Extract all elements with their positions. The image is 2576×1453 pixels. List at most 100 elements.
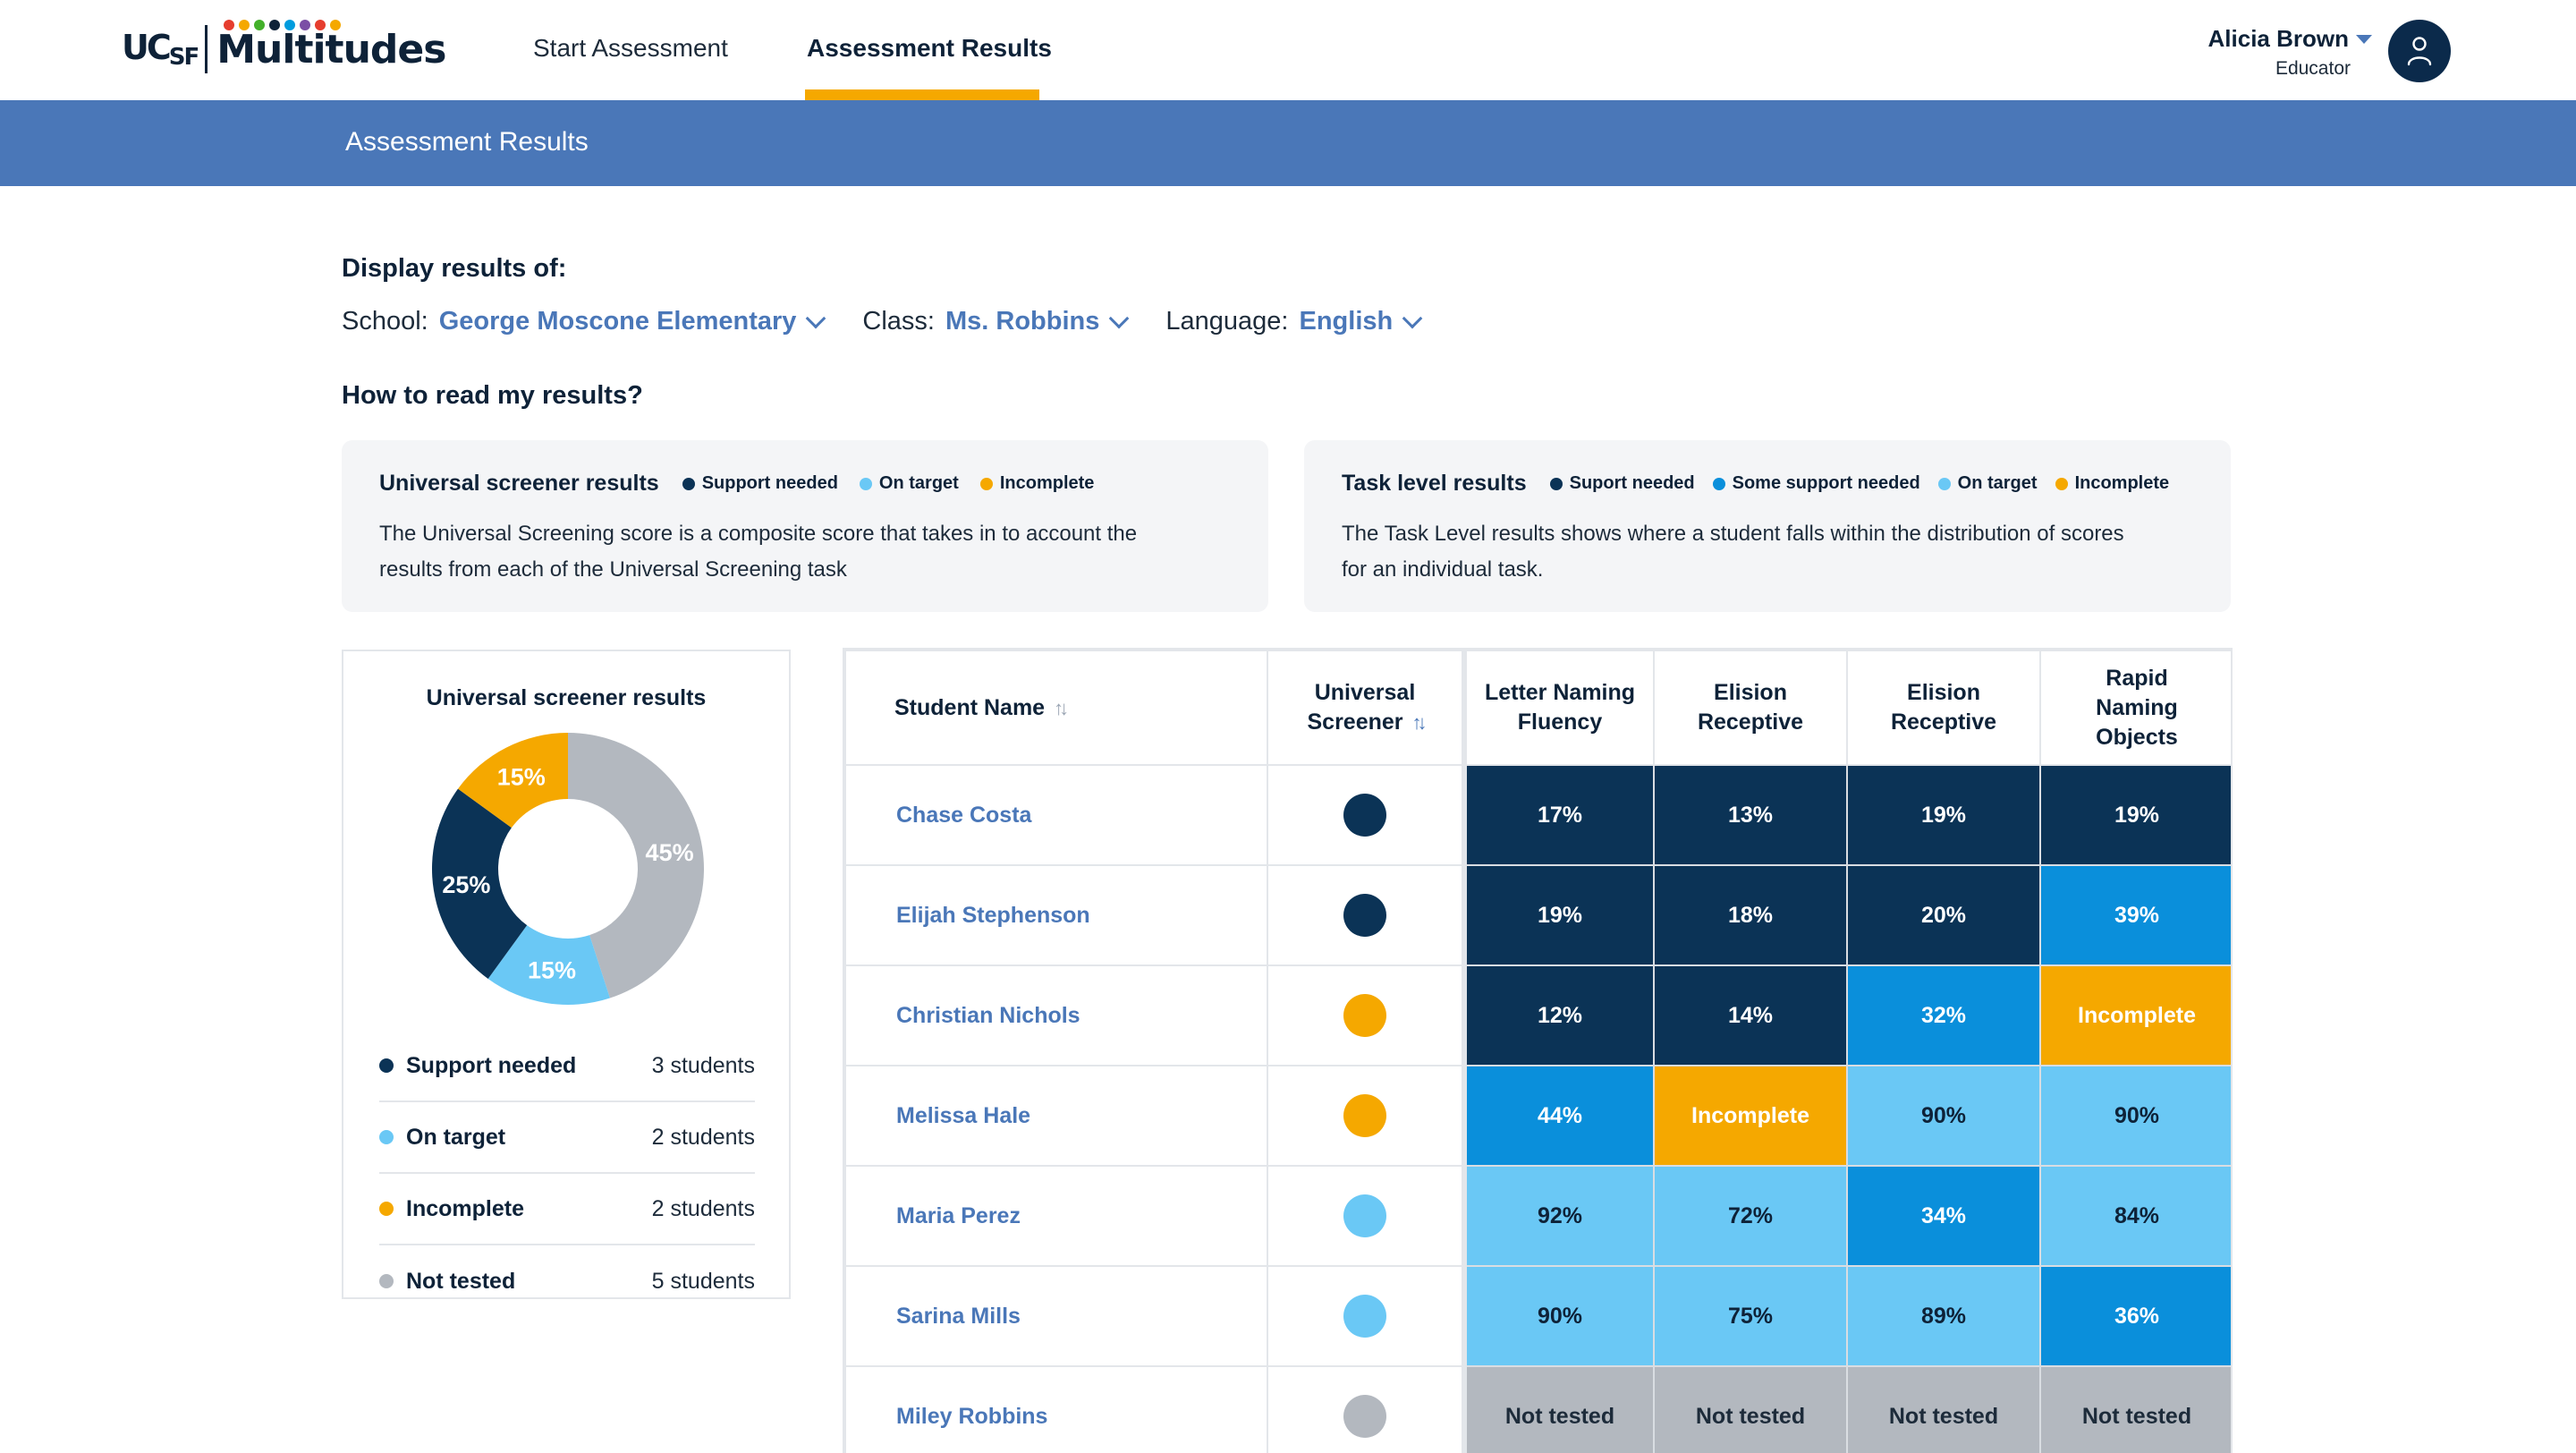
logo-dot (224, 19, 235, 30)
task-score-cell: Not tested (2039, 1365, 2231, 1453)
universal-screener-cell (1267, 1265, 1467, 1367)
task-score-cell: 14% (1653, 964, 1848, 1066)
status-dot (1343, 1395, 1386, 1438)
student-name-link[interactable]: Elijah Stephenson (844, 864, 1268, 966)
logo-color-dots (224, 19, 342, 30)
column-header-elision-receptive[interactable]: Elision Receptive (1846, 650, 2041, 766)
logo-dot (254, 19, 266, 30)
universal-screener-cell (1267, 764, 1467, 866)
student-name-link[interactable]: Sarina Mills (844, 1265, 1268, 1367)
card-description: The Task Level results shows where a stu… (1342, 522, 2124, 582)
donut-segment-label: 25% (442, 871, 490, 898)
card-description: The Universal Screening score is a compo… (379, 522, 1138, 582)
nav-assessment-results[interactable]: Assessment Results (807, 34, 1052, 62)
donut-segment (458, 733, 568, 828)
task-score-cell: 90% (2039, 1065, 2231, 1167)
logo-dot (284, 19, 296, 30)
task-score-cell: 34% (1846, 1165, 2041, 1267)
task-score-cell: 44% (1463, 1065, 1655, 1167)
task-score-cell: 92% (1463, 1165, 1655, 1267)
student-name-link[interactable]: Christian Nichols (844, 964, 1268, 1066)
universal-screener-cell (1267, 1065, 1467, 1167)
table-header-row: Student Name ↑↓ Universal Screener ↑↓ Lett… (844, 650, 2231, 766)
task-score-cell: Not tested (1463, 1365, 1655, 1453)
table-row: Maria Perez 92% 72% 34% 84% (844, 1165, 2231, 1267)
logo-dot (330, 19, 342, 30)
language-filter[interactable]: Language: English (1165, 307, 1423, 336)
donut-segment (432, 788, 528, 979)
task-score-cell: 90% (1846, 1065, 2041, 1167)
task-score-cell: 72% (1653, 1165, 1848, 1267)
task-score-cell: 84% (2039, 1165, 2231, 1267)
summary-row-incomplete: Incomplete 2 students (379, 1174, 755, 1245)
column-header-elision-receptive[interactable]: Elision Receptive (1653, 650, 1848, 766)
universal-screener-cell (1267, 864, 1467, 966)
active-tab-indicator (805, 89, 1039, 100)
task-score-cell: Incomplete (2039, 964, 2231, 1066)
donut-segment-label: 15% (528, 957, 576, 984)
legend-support-needed: Suport needed (1549, 473, 1695, 494)
class-filter[interactable]: Class: Ms. Robbins (862, 307, 1130, 336)
filter-bar: School: George Moscone Elementary Class:… (342, 307, 1459, 336)
universal-screener-cell (1267, 1165, 1467, 1267)
student-name-link[interactable]: Melissa Hale (844, 1065, 1268, 1167)
universal-screener-cell (1267, 964, 1467, 1066)
caret-down-icon (2356, 34, 2372, 44)
status-dot (1343, 1094, 1386, 1137)
student-name-link[interactable]: Chase Costa (844, 764, 1268, 866)
card-title: Task level results (1342, 471, 1527, 496)
donut-segment-label: 15% (497, 764, 546, 791)
top-navigation: UCSF Multitudes Start Assessment Assessm… (0, 0, 2576, 100)
legend-on-target: On target (859, 473, 959, 494)
display-results-heading: Display results of: (342, 254, 567, 283)
language-filter-value[interactable]: English (1299, 307, 1394, 336)
chevron-down-icon[interactable] (806, 308, 826, 328)
nav-start-assessment[interactable]: Start Assessment (533, 34, 728, 62)
summary-row-on-target: On target 2 students (379, 1102, 755, 1174)
page-banner: Assessment Results (0, 100, 2576, 186)
user-name-dropdown[interactable]: Alicia Brown (2208, 25, 2372, 53)
results-table-container[interactable]: Student Name ↑↓ Universal Screener ↑↓ Lett… (843, 648, 2233, 1453)
universal-screener-cell (1267, 1365, 1467, 1453)
task-score-cell: 19% (1463, 864, 1655, 966)
table-row: Chase Costa 17% 13% 19% 19% (844, 764, 2231, 866)
table-row: Miley Robbins Not tested Not tested Not tes… (844, 1365, 2231, 1453)
task-score-cell: Incomplete (1653, 1065, 1848, 1167)
donut-segment (568, 733, 704, 998)
status-dot (1343, 894, 1386, 937)
how-to-read-heading: How to read my results? (342, 381, 643, 410)
task-score-cell: 18% (1653, 864, 1848, 966)
column-header-universal-screener[interactable]: Universal Screener ↑↓ (1267, 650, 1467, 766)
task-score-cell: 90% (1463, 1265, 1655, 1367)
card-title: Universal screener results (379, 471, 659, 496)
summary-list: Support needed 3 students On target 2 st… (379, 1031, 755, 1317)
chevron-down-icon[interactable] (1109, 308, 1130, 328)
user-menu[interactable]: Alicia Brown Educator (2208, 25, 2372, 80)
column-header-rapid-naming-objects[interactable]: Rapid Naming Objects (2039, 650, 2231, 766)
task-score-cell: 13% (1653, 764, 1848, 866)
ucsf-multitudes-logo[interactable]: UCSF Multitudes (122, 19, 446, 75)
column-header-student-name[interactable]: Student Name ↑↓ (844, 650, 1268, 766)
ucsf-logo-text: UCSF (122, 28, 199, 71)
chevron-down-icon[interactable] (1402, 308, 1423, 328)
student-name-link[interactable]: Miley Robbins (844, 1365, 1268, 1453)
column-header-letter-naming-fluency[interactable]: Letter Naming Fluency (1463, 650, 1655, 766)
school-filter[interactable]: School: George Moscone Elementary (342, 307, 826, 336)
sort-icon[interactable]: ↑↓ (1411, 711, 1428, 734)
legend-some-support-needed: Some support needed (1712, 473, 1920, 494)
table-row: Christian Nichols 12% 14% 32% Incomplete (844, 964, 2231, 1066)
school-filter-value[interactable]: George Moscone Elementary (438, 307, 797, 336)
avatar[interactable] (2388, 20, 2451, 82)
student-name-link[interactable]: Maria Perez (844, 1165, 1268, 1267)
table-row: Sarina Mills 90% 75% 89% 36% (844, 1265, 2231, 1367)
logo-dot (239, 19, 250, 30)
legend-incomplete: Incomplete (2055, 473, 2169, 494)
status-dot (1343, 1194, 1386, 1237)
logo-dot (269, 19, 281, 30)
summary-row-support-needed: Support needed 3 students (379, 1031, 755, 1102)
sort-icon[interactable]: ↑↓ (1054, 696, 1069, 719)
class-filter-value[interactable]: Ms. Robbins (945, 307, 1100, 336)
table-row: Elijah Stephenson 19% 18% 20% 39% (844, 864, 2231, 966)
page-title: Assessment Results (345, 127, 589, 157)
task-score-cell: 20% (1846, 864, 2041, 966)
